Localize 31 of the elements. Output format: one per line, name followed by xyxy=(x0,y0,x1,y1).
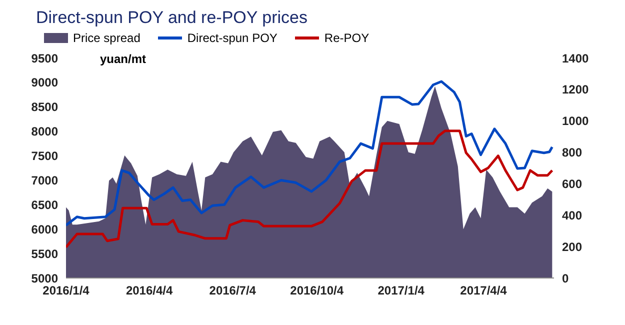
y-tick-label: 7500 xyxy=(31,149,58,164)
legend-label: Price spread xyxy=(73,31,140,45)
x-tick-label: 2016/4/4 xyxy=(126,284,173,298)
y2-tick-label: 0 xyxy=(562,271,569,286)
y-tick-label: 6000 xyxy=(31,222,58,236)
y2-tick-label: 200 xyxy=(562,240,582,254)
y-tick-label: 5000 xyxy=(31,271,58,286)
y-axis-title: yuan/mt xyxy=(100,52,146,66)
y-tick-label: 8000 xyxy=(31,124,58,139)
x-tick-label: 2016/1/4 xyxy=(42,284,90,298)
legend-label: Direct-spun POY xyxy=(187,31,278,45)
y-tick-label: 9500 xyxy=(31,51,58,66)
y-tick-label: 7000 xyxy=(31,173,58,188)
y2-tick-label: 600 xyxy=(562,176,582,191)
x-tick-label: 2017/1/4 xyxy=(378,284,425,298)
y-tick-label: 9000 xyxy=(31,76,58,90)
y2-tick-label: 1200 xyxy=(562,82,590,97)
y2-tick-label: 400 xyxy=(562,208,582,222)
x-tick-label: 2017/4/4 xyxy=(460,284,508,298)
line-series xyxy=(66,130,554,248)
line-series xyxy=(66,80,554,226)
y2-tick-label: 800 xyxy=(562,146,582,160)
chart-title: Direct-spun POY and re-POY prices xyxy=(36,8,308,29)
x-tick-label: 2016/10/4 xyxy=(290,284,344,298)
y-tick-label: 8500 xyxy=(31,100,58,114)
y-tick-label: 6500 xyxy=(31,198,58,212)
y2-tick-label: 1400 xyxy=(562,51,590,66)
legend-label: Re-POY xyxy=(324,31,370,45)
y2-tick-label: 1000 xyxy=(562,114,590,128)
x-tick-label: 2016/7/4 xyxy=(209,284,256,298)
y-tick-label: 5500 xyxy=(31,246,58,261)
